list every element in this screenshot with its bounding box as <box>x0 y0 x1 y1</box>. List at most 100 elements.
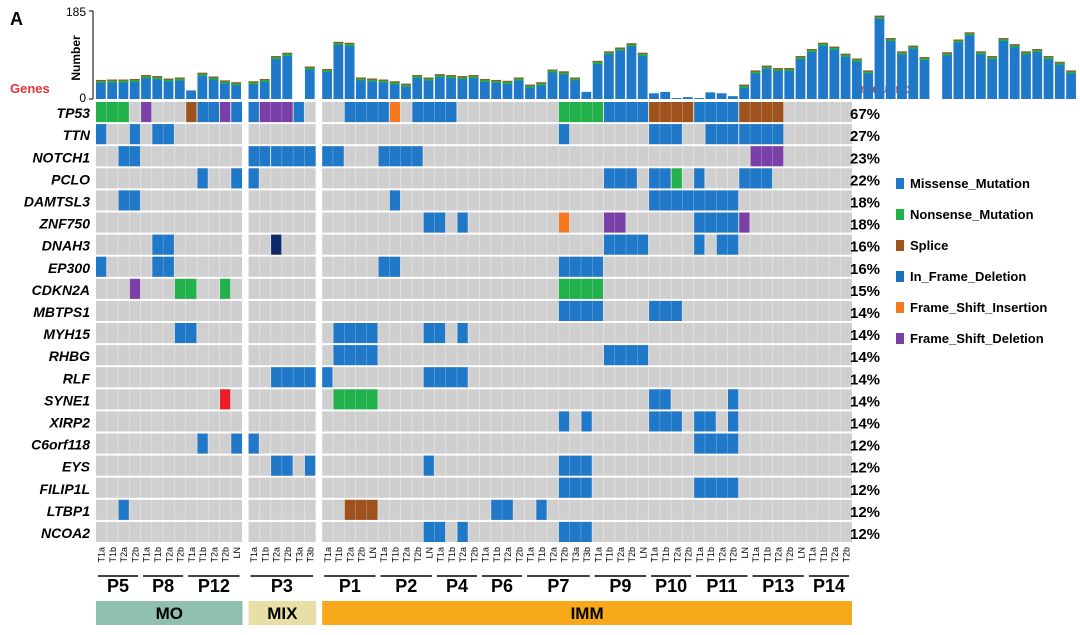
mutation-cell <box>728 411 739 432</box>
sample-label: LN <box>740 547 750 559</box>
sample-label: T1a <box>650 547 660 563</box>
mutation-cell <box>649 411 682 432</box>
gene-label: TP53 <box>57 105 91 121</box>
frequency-label: 12% <box>850 504 880 521</box>
mutation-cell <box>649 124 682 145</box>
mutation-cell <box>739 212 750 233</box>
count-bar-cap <box>107 79 118 83</box>
gene-label: NCOA2 <box>41 525 90 541</box>
count-bar <box>446 75 456 99</box>
group-bars: MO MIX IMM <box>96 601 852 625</box>
patient-label: P14 <box>813 576 845 596</box>
sample-label: T2b <box>221 547 231 563</box>
mutation-cell <box>220 102 231 123</box>
count-bar <box>513 77 524 99</box>
count-bar-cap <box>220 80 230 82</box>
count-bar <box>1066 70 1076 99</box>
sample-label: LN <box>638 547 648 559</box>
count-bar <box>118 79 129 99</box>
mutation-cell <box>293 102 304 123</box>
sample-label: T1b <box>819 547 829 563</box>
frequency-label: 67% <box>850 106 880 123</box>
frequency-label: 15% <box>850 283 880 300</box>
sample-label: T1b <box>447 547 457 563</box>
count-bar <box>852 58 862 99</box>
mutation-cell <box>581 411 592 432</box>
count-bar-cap <box>304 66 315 70</box>
sample-label: T1b <box>492 547 502 563</box>
count-bar <box>592 60 603 99</box>
mutation-cell <box>649 300 682 321</box>
count-bar-cap <box>231 82 242 84</box>
mutation-cell <box>271 234 282 255</box>
count-bar <box>716 93 727 99</box>
count-bar <box>908 45 919 99</box>
count-bar-cap <box>248 81 259 83</box>
count-bar <box>271 56 281 99</box>
count-bar-cap <box>998 38 1009 40</box>
sample-label: T1a <box>323 547 333 563</box>
patient-label: P4 <box>446 576 468 596</box>
count-bar <box>682 97 693 99</box>
count-bar <box>174 77 185 99</box>
legend-label: Splice <box>910 238 948 253</box>
gene-label: LTBP1 <box>47 503 91 519</box>
count-bar-cap <box>1066 70 1076 72</box>
gene-label: FILIP1L <box>39 481 90 497</box>
count-bar <box>942 52 952 99</box>
matrix-row-bg <box>96 477 852 498</box>
sample-label: T2b <box>684 547 694 563</box>
count-bar <box>141 75 151 99</box>
count-bar-cap <box>423 77 434 79</box>
sample-label: T2a <box>616 547 626 563</box>
gene-label: ZNF750 <box>38 216 90 232</box>
count-bar <box>208 76 219 99</box>
count-bar <box>818 42 828 99</box>
frequency-label: 18% <box>850 217 880 234</box>
mutation-cell <box>271 146 344 167</box>
mutation-cell <box>220 389 231 410</box>
count-bar-cap <box>344 42 355 46</box>
sample-label: T1a <box>481 547 491 563</box>
frequency-label: 12% <box>850 482 880 499</box>
sample-label: T2a <box>774 547 784 563</box>
count-bar-cap <box>818 42 828 45</box>
count-bar-cap <box>502 80 513 84</box>
count-bar <box>434 74 445 99</box>
sample-label: T2a <box>830 547 840 563</box>
sample-label: T2a <box>672 547 682 563</box>
count-bar <box>671 98 682 99</box>
sample-label: T1a <box>593 547 603 563</box>
count-bar-cap <box>513 77 524 79</box>
sample-label: T1b <box>390 547 400 563</box>
count-bar <box>637 52 648 99</box>
count-bar-cap <box>152 76 163 78</box>
patient-label: P9 <box>609 576 631 596</box>
matrix-row-bg <box>96 323 852 344</box>
count-bar-cap <box>1066 70 1076 74</box>
mutation-cell <box>750 146 784 167</box>
count-bar-cap <box>412 75 423 79</box>
count-bar <box>558 71 569 99</box>
sample-label: T1b <box>537 547 547 563</box>
count-bar <box>773 68 783 99</box>
matrix-row-bg <box>96 521 852 542</box>
sample-label: T2b <box>283 547 293 563</box>
count-bar-cap <box>852 58 862 62</box>
legend-swatch <box>896 302 904 313</box>
count-bar <box>694 98 704 99</box>
patient-label: P3 <box>271 576 293 596</box>
count-bar-cap <box>761 65 772 67</box>
count-bar-cap <box>1021 51 1031 55</box>
count-bar-cap <box>434 74 445 76</box>
count-bar-cap <box>525 84 535 86</box>
count-bar-cap <box>423 77 434 81</box>
count-bar-cap <box>271 56 281 60</box>
count-bar <box>919 57 930 99</box>
count-bar-cap <box>96 79 106 83</box>
count-bar-cap <box>987 56 998 60</box>
group-bar <box>248 601 317 625</box>
mutation-cell <box>457 323 468 344</box>
